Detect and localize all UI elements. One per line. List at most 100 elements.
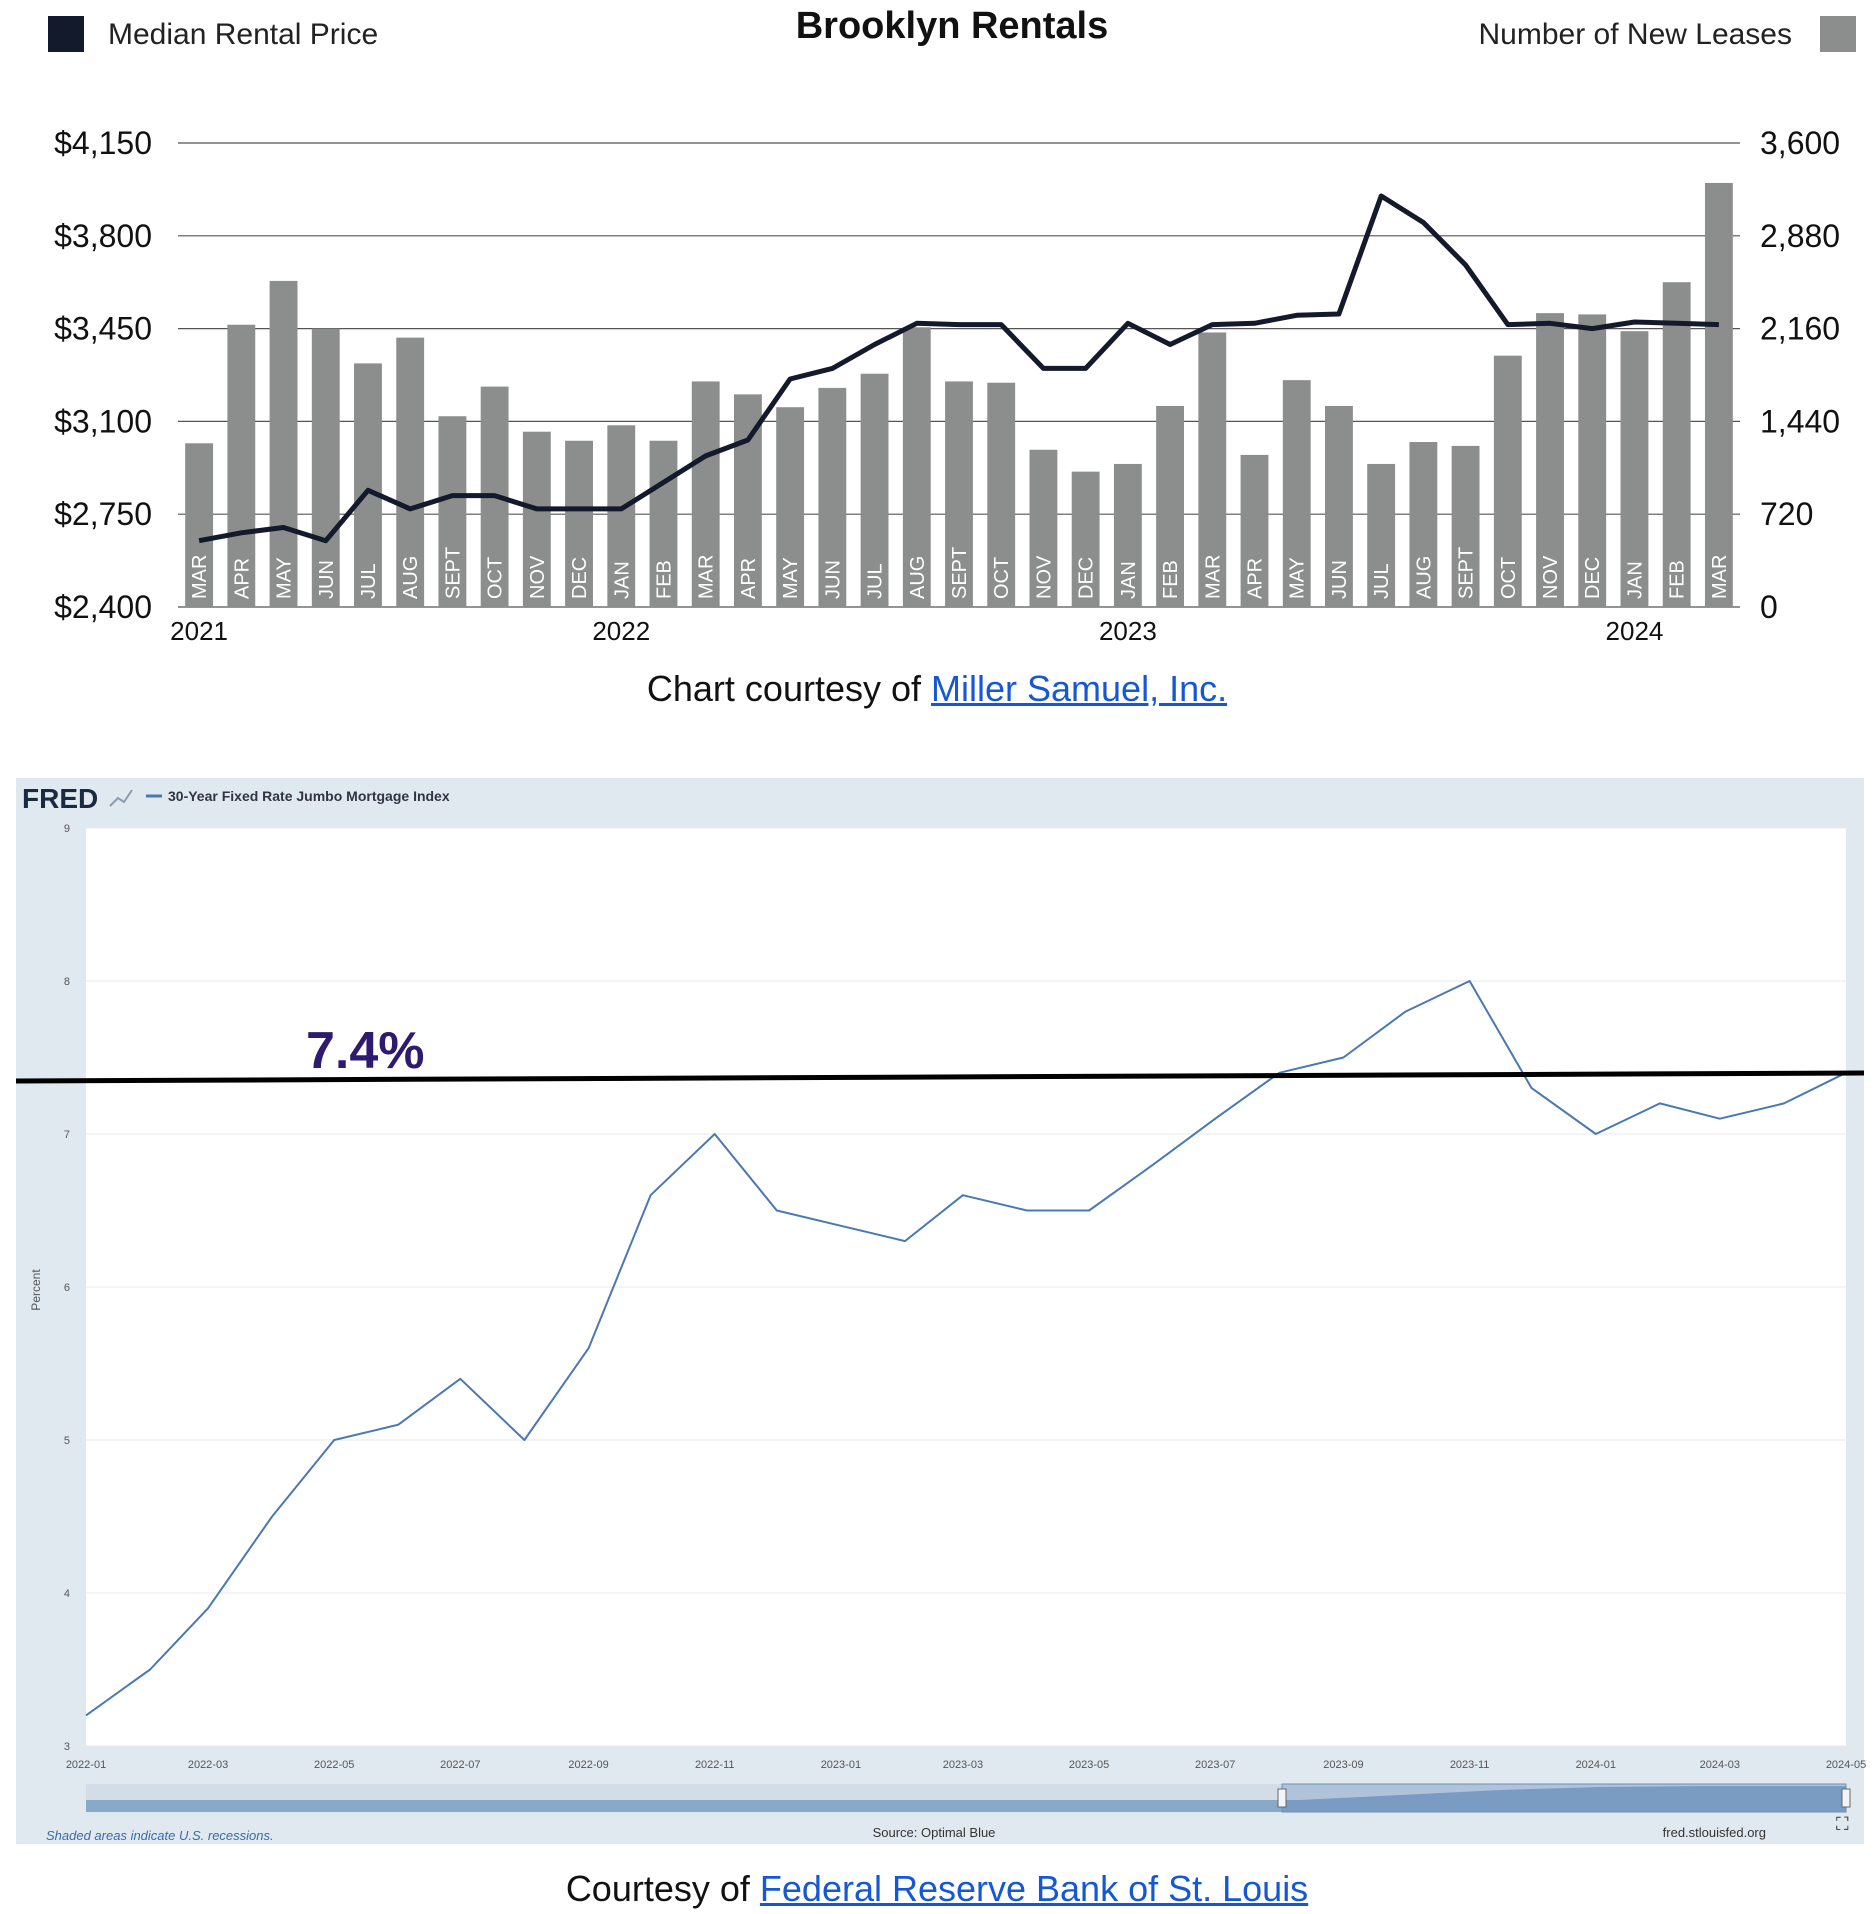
lease-bar — [1113, 463, 1142, 607]
month-label: JAN — [1118, 561, 1140, 599]
lease-bar — [354, 363, 382, 607]
lease-bar — [565, 440, 593, 607]
lease-bar — [269, 280, 298, 607]
fred-footnote: Shaded areas indicate U.S. recessions. — [46, 1828, 274, 1843]
month-label: DEC — [1076, 557, 1098, 599]
month-label: MAR — [1709, 555, 1731, 599]
month-label: JAN — [611, 561, 633, 599]
annotation-7-4-label: 7.4% — [306, 1022, 425, 1080]
fred-x-tick: 2022-03 — [188, 1759, 228, 1771]
fred-y-tick: 6 — [64, 1282, 70, 1294]
lease-bar — [945, 381, 973, 607]
navigator-left-handle[interactable] — [1277, 1788, 1287, 1808]
fred-x-tick: 2024-01 — [1576, 1759, 1616, 1771]
lease-bar — [1367, 463, 1396, 607]
fred-site: fred.stlouisfed.org — [1663, 1825, 1766, 1840]
left-axis-tick: $4,150 — [54, 125, 152, 161]
fullscreen-icon[interactable]: ⛶ — [1836, 1814, 1849, 1834]
fred-x-tick: 2022-11 — [695, 1759, 735, 1771]
month-label: SEPT — [949, 547, 971, 599]
lease-bar — [438, 416, 467, 607]
year-label: 2024 — [1606, 616, 1664, 646]
right-axis-tick: 3,600 — [1760, 125, 1840, 161]
fred-x-tick: 2023-03 — [943, 1759, 983, 1771]
month-label: JUN — [822, 560, 844, 599]
month-label: JAN — [1624, 561, 1646, 599]
fred-y-axis-label: Percent — [29, 1269, 43, 1311]
month-label: SEPT — [442, 547, 464, 599]
legend-left-swatch — [48, 16, 84, 52]
fred-range-navigator[interactable] — [86, 1783, 1851, 1813]
lease-bar — [1620, 331, 1649, 607]
month-label: JUL — [865, 563, 887, 599]
lease-bar — [1662, 282, 1691, 607]
month-label: SEPT — [1456, 547, 1478, 599]
lease-bar — [691, 381, 720, 607]
year-label: 2022 — [592, 616, 650, 646]
fred-axes: 9 8 7 6 5 4 3 2022-01 2022-03 2022-05 2022-07 2022-… — [64, 823, 1866, 1771]
month-label: MAY — [274, 557, 296, 599]
federal-reserve-link[interactable]: Federal Reserve Bank of St. Louis — [759, 1868, 1309, 1909]
fred-series-line — [85, 980, 1847, 1717]
lease-bar — [396, 337, 425, 607]
year-label: 2021 — [170, 616, 228, 646]
fred-y-tick: 4 — [64, 1588, 70, 1600]
navigator-sparkline — [86, 1786, 1846, 1812]
fred-x-tick: 2023-01 — [821, 1759, 861, 1771]
fred-y-tick: 5 — [64, 1435, 70, 1447]
month-label: APR — [738, 558, 760, 599]
fred-x-tick: 2023-05 — [1069, 1759, 1109, 1771]
month-label: APR — [1245, 558, 1267, 599]
lease-bar — [1325, 405, 1353, 607]
lease-bar — [1198, 332, 1227, 607]
lease-bar — [860, 373, 889, 607]
fred-y-tick: 8 — [64, 976, 70, 988]
fred-legend-label: 30-Year Fixed Rate Jumbo Mortgage Index — [168, 788, 450, 804]
lease-bar — [1536, 313, 1564, 607]
left-axis-tick: $3,450 — [54, 311, 152, 347]
bottom-caption: Courtesy of Federal Reserve Bank of St. … — [0, 1868, 1874, 1910]
legend-right-swatch — [1820, 16, 1856, 52]
month-label: MAY — [780, 557, 802, 599]
chart1-price-line — [198, 193, 1719, 544]
navigator-right-handle[interactable] — [1841, 1788, 1851, 1808]
fred-x-tick: 2022-09 — [568, 1759, 608, 1771]
right-axis-tick: 2,160 — [1760, 311, 1840, 347]
top-caption: Chart courtesy of Miller Samuel, Inc. — [0, 668, 1874, 710]
lease-bar — [1451, 445, 1480, 607]
fred-logo-graph-icon — [109, 789, 133, 807]
month-label: MAY — [1287, 557, 1309, 599]
lease-bar — [818, 387, 847, 607]
lease-bar — [311, 328, 340, 607]
annotation-7-4-line — [15, 1070, 1865, 1084]
fred-y-tick: 9 — [64, 823, 70, 835]
legend-right-label: Number of New Leases — [1479, 18, 1792, 51]
left-axis-tick: $3,800 — [54, 218, 152, 254]
fred-logo: FRED — [22, 783, 98, 814]
month-label: MAR — [1202, 555, 1224, 599]
lease-bar — [987, 382, 1016, 607]
right-axis-tick: 0 — [1760, 589, 1778, 625]
month-label: AUG — [907, 556, 929, 599]
lease-bar — [1493, 355, 1522, 607]
fred-source: Source: Optimal Blue — [873, 1825, 996, 1840]
month-label: NOV — [1540, 555, 1562, 599]
month-label: FEB — [1667, 560, 1689, 599]
month-label: DEC — [1582, 557, 1604, 599]
month-label: MAR — [189, 555, 211, 599]
month-label: NOV — [527, 555, 549, 599]
left-axis-tick: $2,400 — [54, 589, 152, 625]
fred-x-tick: 2022-07 — [440, 1759, 480, 1771]
lease-bar — [1071, 471, 1100, 607]
navigator-selection[interactable] — [1281, 1783, 1847, 1813]
month-label: JUL — [358, 563, 380, 599]
lease-bar — [776, 407, 805, 607]
fred-y-tick: 3 — [64, 1741, 70, 1753]
lease-bar — [1578, 314, 1607, 607]
fred-x-tick: 2024-05 — [1826, 1759, 1866, 1771]
lease-bar — [902, 327, 931, 607]
month-label: DEC — [569, 557, 591, 599]
miller-samuel-link[interactable]: Miller Samuel, Inc. — [931, 668, 1228, 709]
right-axis-tick: 2,880 — [1760, 218, 1840, 254]
